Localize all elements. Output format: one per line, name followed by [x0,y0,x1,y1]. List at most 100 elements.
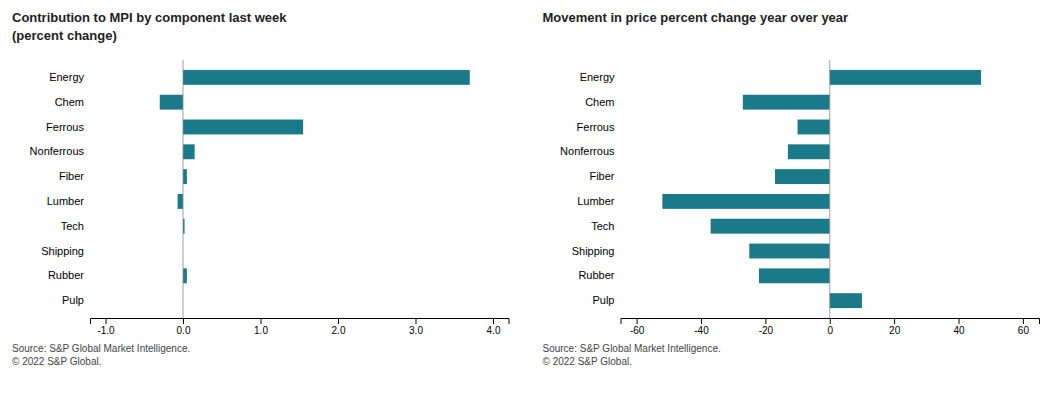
bar [183,144,195,159]
tick-label: 40 [953,325,965,336]
bar [830,293,862,308]
bar [743,95,830,110]
category-label: Lumber [577,195,615,207]
tick: -20 [759,318,774,336]
tick-label: -1.0 [97,325,115,336]
bars [160,60,470,318]
tick-mark [765,318,766,324]
category-tick: Nonferrous [30,145,85,157]
bar [798,120,830,135]
tick-label: -20 [759,325,774,336]
category-label: Shipping [572,245,615,257]
category-tick: Pulp [62,294,84,306]
bars [662,60,981,318]
bar [183,70,470,85]
tick-mark [894,318,895,324]
tick-label: 0 [827,325,833,336]
category-label: Tech [591,220,614,232]
tick-label: 3.0 [409,325,423,336]
tick-label: 2.0 [332,325,346,336]
category-label: Rubber [578,269,614,281]
x-axis: -1.0 0.0 1.0 2.0 3.0 4.0 [91,318,510,336]
tick-label: -60 [630,325,645,336]
category-tick: Chem [55,96,84,108]
tick-mark [106,318,107,324]
bar [183,169,187,184]
bar [788,144,830,159]
category-tick: Lumber [47,195,85,207]
category-label: Fiber [59,170,84,182]
bar [830,70,981,85]
category-tick: Pulp [592,294,614,306]
bar [160,95,183,110]
category-tick: Shipping [41,245,84,257]
bar [711,219,830,234]
tick-mark [338,318,339,324]
baseline [829,60,830,318]
tick-mark [183,318,184,324]
tick: -40 [694,318,709,336]
tick-label: 20 [889,325,901,336]
category-label: Pulp [62,294,84,306]
tick: 4.0 [487,318,501,336]
annotation: Source: S&P Global Market Intelligence. ©… [543,343,721,367]
axis-line [91,319,510,325]
tick-label: 4.0 [487,325,501,336]
tick-mark [701,318,702,324]
category-tick: Lumber [577,195,615,207]
tick-mark [830,318,831,324]
tick-mark [493,318,494,324]
panel: Contribution to MPI by component last we… [12,10,509,367]
category-tick: Energy [49,71,84,83]
figure: Contribution to MPI by component last we… [0,0,1061,405]
category-tick: Ferrous [46,121,84,133]
x-axis: -60 -40 -20 0 20 40 60 [621,318,1040,336]
tick: 3.0 [409,318,423,336]
y-axis: Energy Chem Ferrous Nonferrous Fiber Lumber Te… [560,71,615,306]
category-tick: Rubber [48,269,84,281]
tick-label: 60 [1018,325,1030,336]
y-axis: Energy Chem Ferrous Nonferrous Fiber Lumber Te… [30,71,85,306]
category-label: Pulp [592,294,614,306]
category-tick: Fiber [589,170,614,182]
tick-mark [261,318,262,324]
tick: 0 [827,318,833,336]
category-tick: Nonferrous [560,145,615,157]
bar [662,194,829,209]
baseline [183,60,184,318]
tick-label: 0.0 [177,325,191,336]
category-label: Shipping [41,245,84,257]
category-label: Nonferrous [30,145,85,157]
tick-mark [959,318,960,324]
annotation-line: Source: S&P Global Market Intelligence. [543,343,721,354]
tick-mark [416,318,417,324]
annotation-line: © 2022 S&P Global. [543,356,632,367]
category-tick: Energy [580,71,615,83]
tick-label: 1.0 [254,325,268,336]
category-label: Ferrous [577,121,615,133]
category-label: Chem [585,96,614,108]
bar [178,194,183,209]
category-label: Chem [55,96,84,108]
category-tick: Shipping [572,245,615,257]
tick: 2.0 [332,318,346,336]
tick-mark [637,318,638,324]
annotation-line: Source: S&P Global Market Intelligence. [12,343,190,354]
category-label: Fiber [589,170,614,182]
tick: -60 [630,318,645,336]
subtitle: (percent change) [12,28,117,43]
category-tick: Tech [591,220,614,232]
tick-label: -40 [694,325,709,336]
category-tick: Fiber [59,170,84,182]
category-label: Energy [49,71,84,83]
tick-mark [1023,318,1024,324]
bar [183,120,303,135]
category-label: Nonferrous [560,145,615,157]
title: Contribution to MPI by component last we… [12,10,287,25]
tick: 20 [889,318,901,336]
category-tick: Tech [61,220,84,232]
category-label: Ferrous [46,121,84,133]
bar [183,268,187,283]
tick: -1.0 [97,318,115,336]
tick: 40 [953,318,965,336]
